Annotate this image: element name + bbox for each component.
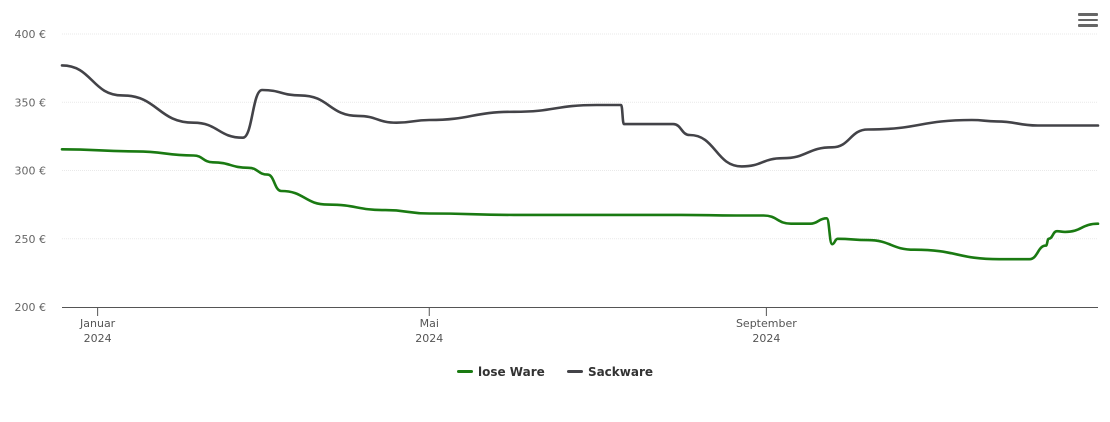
x-axis: Januar 2024 Mai 2024 September 2024 [62,307,1098,345]
legend-label-lose-ware: lose Ware [477,364,545,379]
legend-swatch-sackware [566,370,583,373]
y-tick-label: 200 € [15,301,47,314]
x-tick-label-year: 2024 [415,332,443,345]
legend-swatch-lose-ware [456,370,473,373]
y-tick-label: 300 € [15,165,47,178]
series-line-lose-ware[interactable] [60,148,1100,261]
x-tick-label-year: 2024 [84,332,112,345]
x-tick-label-year: 2024 [752,332,780,345]
chart-menu-icon[interactable] [1076,10,1100,32]
y-tick-label: 400 € [15,28,47,41]
legend-item-lose-ware[interactable]: lose Ware [456,364,545,379]
x-tick-label-month: Mai [420,317,439,330]
series-lines [60,64,1100,261]
legend: lose Ware Sackware [0,362,1110,379]
grid-lines [62,33,1098,240]
y-tick-label: 250 € [15,233,47,246]
x-tick-label-month: September [736,317,797,330]
legend-label-sackware: Sackware [587,364,654,379]
y-axis: 200 € 250 € 300 € 350 € 400 € [15,28,47,314]
legend-item-sackware[interactable]: Sackware [566,364,654,379]
x-tick-label-month: Januar [79,317,116,330]
series-line-sackware[interactable] [60,64,1100,168]
y-tick-label: 350 € [15,96,47,109]
